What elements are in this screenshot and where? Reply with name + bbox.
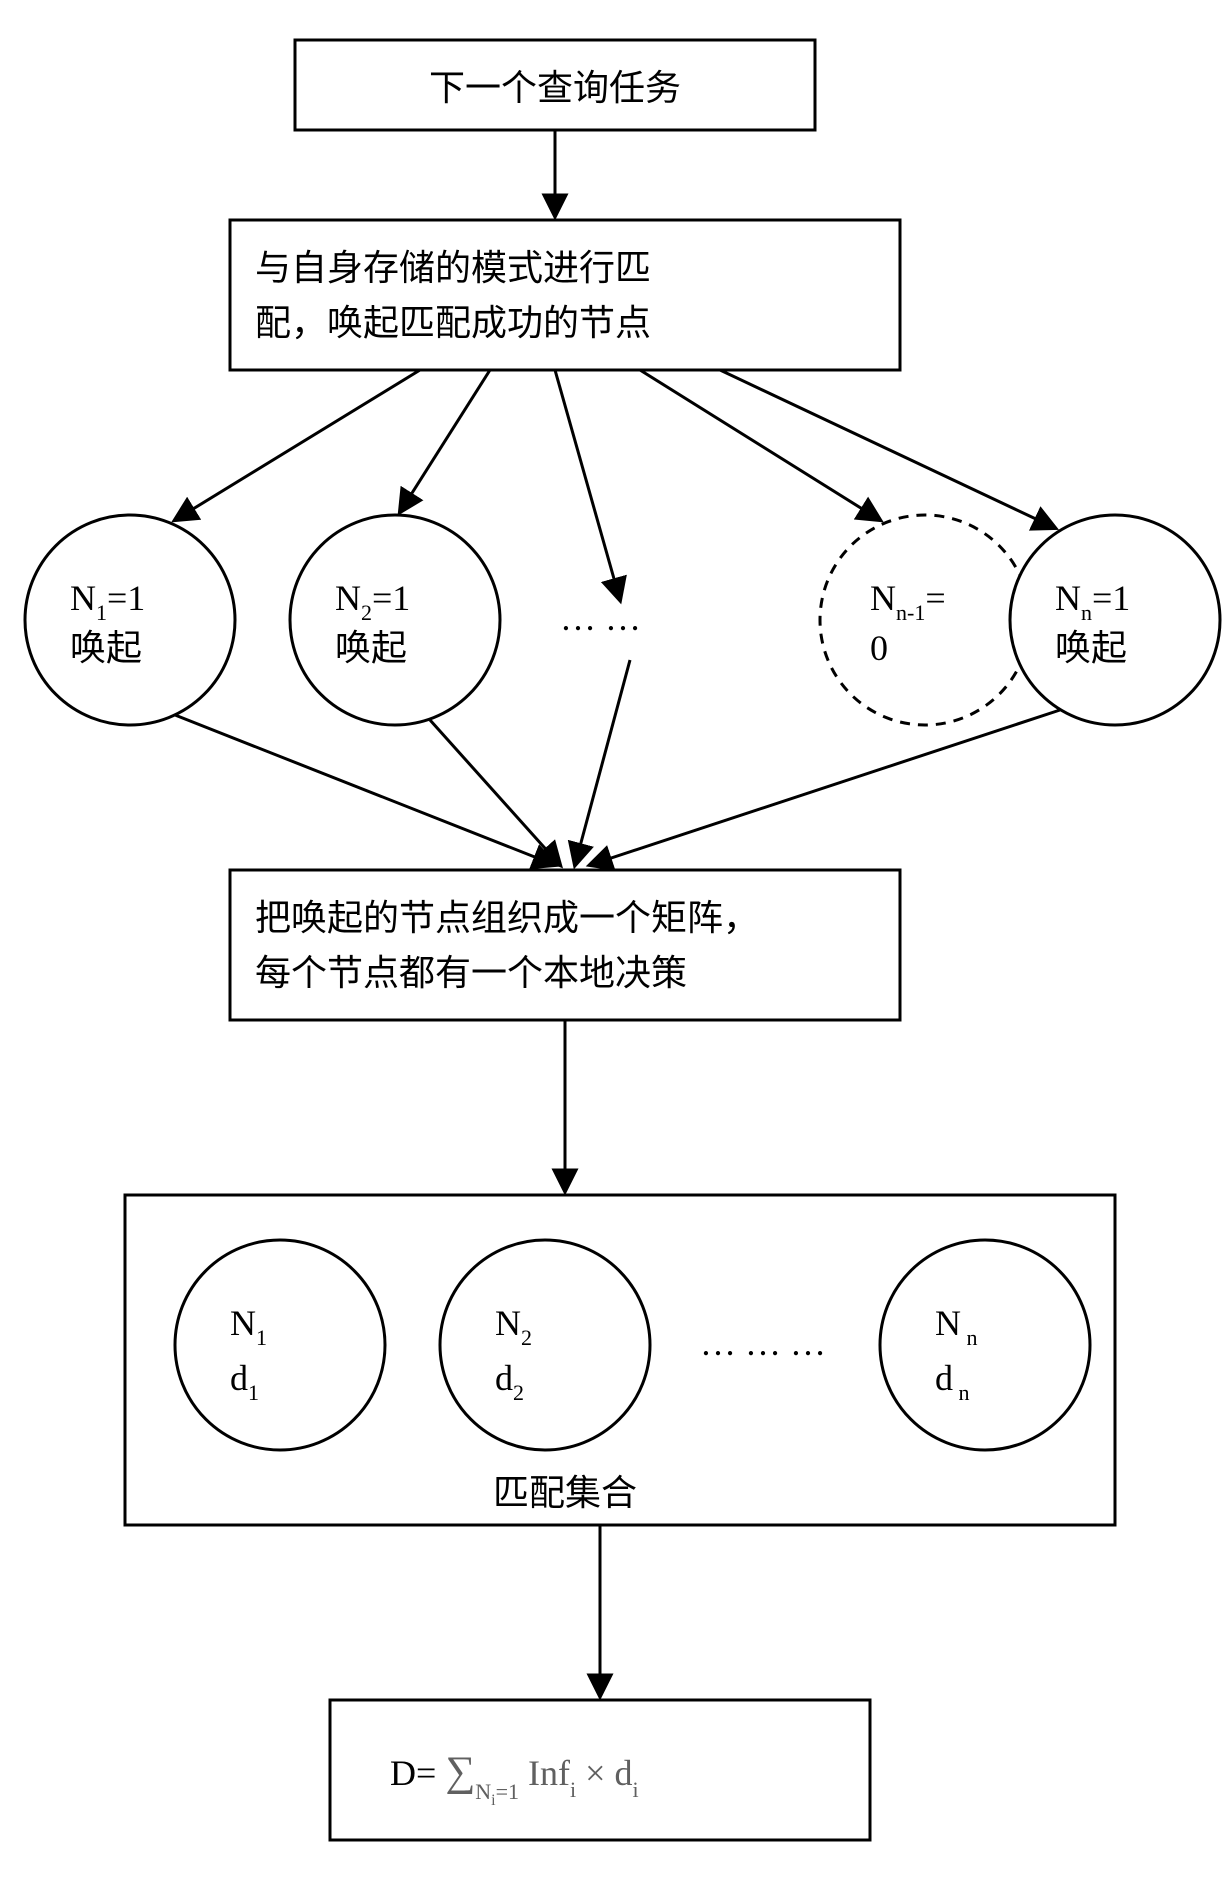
arrow-b2-mid [555, 370, 620, 600]
arrow-b2-c2 [400, 370, 490, 512]
node-c2 [290, 515, 500, 725]
ellipsis-1: … … [560, 598, 641, 638]
match-node-1 [175, 1240, 385, 1450]
match-node-2 [440, 1240, 650, 1450]
node-c4-l1: Nn=1 [1055, 578, 1130, 625]
node-c2-l2: 唤起 [335, 628, 407, 668]
node-c4 [1010, 515, 1220, 725]
box-next-query-text: 下一个查询任务 [429, 68, 681, 108]
box-match-pattern-l2: 配，唤起匹配成功的节点 [255, 303, 651, 343]
match-node-n [880, 1240, 1090, 1450]
node-c2-l1: N2=1 [335, 578, 410, 625]
node-c1 [25, 515, 235, 725]
match-set-label: 匹配集合 [493, 1473, 637, 1513]
flowchart-diagram: 下一个查询任务 与自身存储的模式进行匹 配，唤起匹配成功的节点 N1=1 唤起 … [0, 0, 1229, 1885]
arrow-b2-c3 [640, 370, 880, 520]
node-c1-l1: N1=1 [70, 578, 145, 625]
box-matrix-l1: 把唤起的节点组织成一个矩阵， [255, 898, 759, 938]
box-matrix-l2: 每个节点都有一个本地决策 [255, 953, 687, 993]
box-match-pattern [230, 220, 900, 370]
arrow-c1-b3 [175, 715, 555, 865]
arrow-mid-b3 [575, 660, 630, 865]
node-c3-l2: 0 [870, 628, 888, 668]
box-match-pattern-l1: 与自身存储的模式进行匹 [255, 248, 651, 288]
arrow-b2-c4 [720, 370, 1055, 528]
node-c4-l2: 唤起 [1055, 628, 1127, 668]
box-matrix [230, 870, 900, 1020]
arrow-c4-b3 [590, 710, 1060, 865]
arrow-b2-c1 [175, 370, 420, 520]
arrow-c2-b3 [430, 720, 560, 865]
node-c1-l2: 唤起 [70, 628, 142, 668]
ellipsis-2: … … … [700, 1323, 826, 1363]
